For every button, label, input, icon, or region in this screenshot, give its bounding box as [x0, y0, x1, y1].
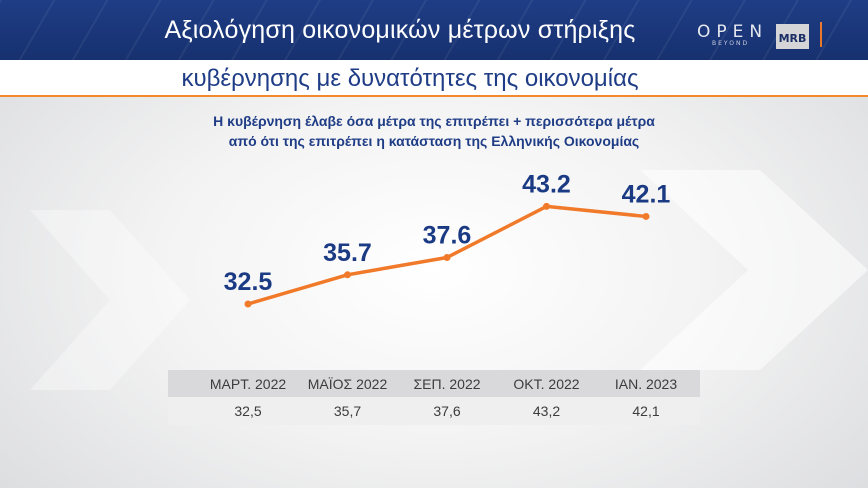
- data-label: 37.6: [423, 221, 472, 249]
- title-line-1: Αξιολόγηση οικονομικών μέτρων στήριξης: [164, 16, 636, 44]
- category-label: ΙΑΝ. 2023: [615, 376, 677, 392]
- data-point: [642, 212, 650, 220]
- data-label: 43.2: [522, 170, 571, 198]
- data-point: [543, 202, 550, 210]
- data-point: [344, 271, 351, 279]
- data-label: 42.1: [622, 180, 671, 208]
- category-label: ΟΚΤ. 2022: [513, 376, 579, 392]
- table-value: 35,7: [334, 403, 361, 419]
- logo-divider: [820, 22, 822, 47]
- table-value-row: [168, 397, 700, 425]
- table-value: 37,6: [433, 403, 460, 419]
- question-line-2: από ότι της επιτρέπει η κατάσταση της Ελ…: [228, 133, 640, 149]
- category-label: ΜΑΡΤ. 2022: [210, 376, 286, 392]
- data-label: 35.7: [323, 239, 372, 267]
- category-label: ΣΕΠ. 2022: [413, 376, 480, 392]
- open-logo-tagline: BEYOND: [712, 40, 750, 47]
- table-value: 32,5: [234, 403, 261, 419]
- question-line-1: Η κυβέρνηση έλαβε όσα μέτρα της επιτρέπε…: [213, 113, 655, 129]
- header-bar: [0, 0, 868, 60]
- mrb-logo: MRB: [776, 24, 809, 49]
- open-logo: OPEN: [697, 22, 769, 42]
- data-point: [443, 253, 451, 261]
- data-point: [244, 300, 252, 308]
- data-label: 32.5: [224, 268, 273, 296]
- header-pattern: [0, 0, 868, 60]
- title-line-2: κυβέρνησης με δυνατότητες της οικονομίας: [181, 65, 639, 92]
- question-text: Η κυβέρνηση έλαβε όσα μέτρα της επιτρέπε…: [0, 111, 868, 151]
- category-label: ΜΑΪΟΣ 2022: [308, 376, 388, 392]
- table-header-row: [168, 370, 700, 397]
- subtitle-band: [0, 60, 868, 97]
- table-value: 43,2: [533, 403, 560, 419]
- table-value: 42,1: [632, 403, 659, 419]
